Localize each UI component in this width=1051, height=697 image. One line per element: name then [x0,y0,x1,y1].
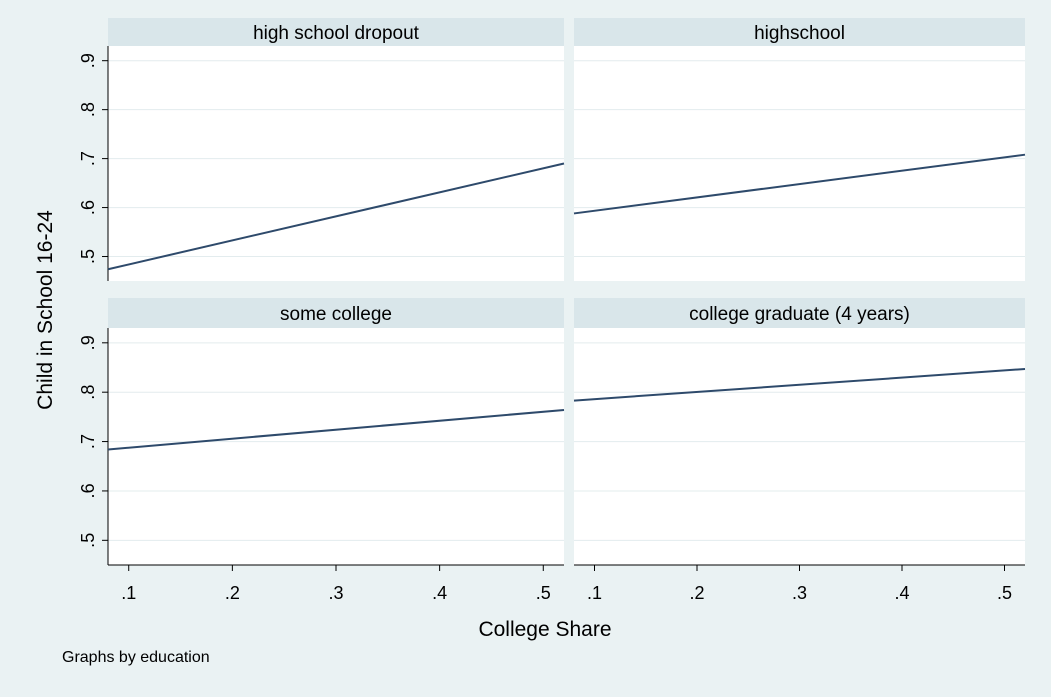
y-tick-label-high-school-dropout-2: .7 [78,151,98,166]
x-tick-label-some-college-3: .4 [432,583,447,603]
x-tick-label-college-graduate-4-years-0: .1 [587,583,602,603]
x-axis-label: College Share [478,618,611,641]
plot-area-high-school-dropout [108,46,564,281]
plot-area-college-graduate-4-years [574,328,1025,565]
x-tick-label-college-graduate-4-years-3: .4 [894,583,909,603]
series-line-some-college [107,408,565,451]
x-tick-label-college-graduate-4-years-4: .5 [997,583,1012,603]
x-tick-label-some-college-1: .2 [225,583,240,603]
x-tick-label-college-graduate-4-years-1: .2 [689,583,704,603]
plot-area-some-college [108,328,564,565]
y-tick-label-some-college-2: .7 [78,434,98,449]
panel-title-some-college: some college [280,304,392,325]
series-line-college-graduate-4-years [573,367,1026,402]
panel-title-college-graduate-4-years: college graduate (4 years) [689,304,910,325]
panel-header-highschool [574,18,1025,46]
panel-header-college-graduate-4-years [574,298,1025,328]
panel-title-highschool: highschool [754,23,845,44]
y-tick-label-some-college-1: .6 [78,483,98,498]
y-tick-label-high-school-dropout-3: .8 [78,102,98,117]
y-tick-label-high-school-dropout-0: .5 [78,249,98,264]
y-tick-label-some-college-0: .5 [78,533,98,548]
x-tick-label-some-college-0: .1 [121,583,136,603]
panel-title-high-school-dropout: high school dropout [253,23,420,44]
x-tick-label-college-graduate-4-years-2: .3 [792,583,807,603]
graphs-by-note: Graphs by education [62,649,210,666]
series-line-highschool [573,153,1026,215]
y-tick-label-some-college-3: .8 [78,385,98,400]
y-tick-label-some-college-4: .9 [78,335,98,350]
panel-header-some-college [108,298,564,328]
panel-header-high-school-dropout [108,18,564,46]
y-tick-label-high-school-dropout-4: .9 [78,53,98,68]
x-tick-label-some-college-4: .5 [536,583,551,603]
y-axis-label: Child in School 16-24 [34,210,57,410]
y-tick-label-high-school-dropout-1: .6 [78,200,98,215]
series-line-high-school-dropout [107,162,565,271]
x-tick-label-some-college-2: .3 [328,583,343,603]
